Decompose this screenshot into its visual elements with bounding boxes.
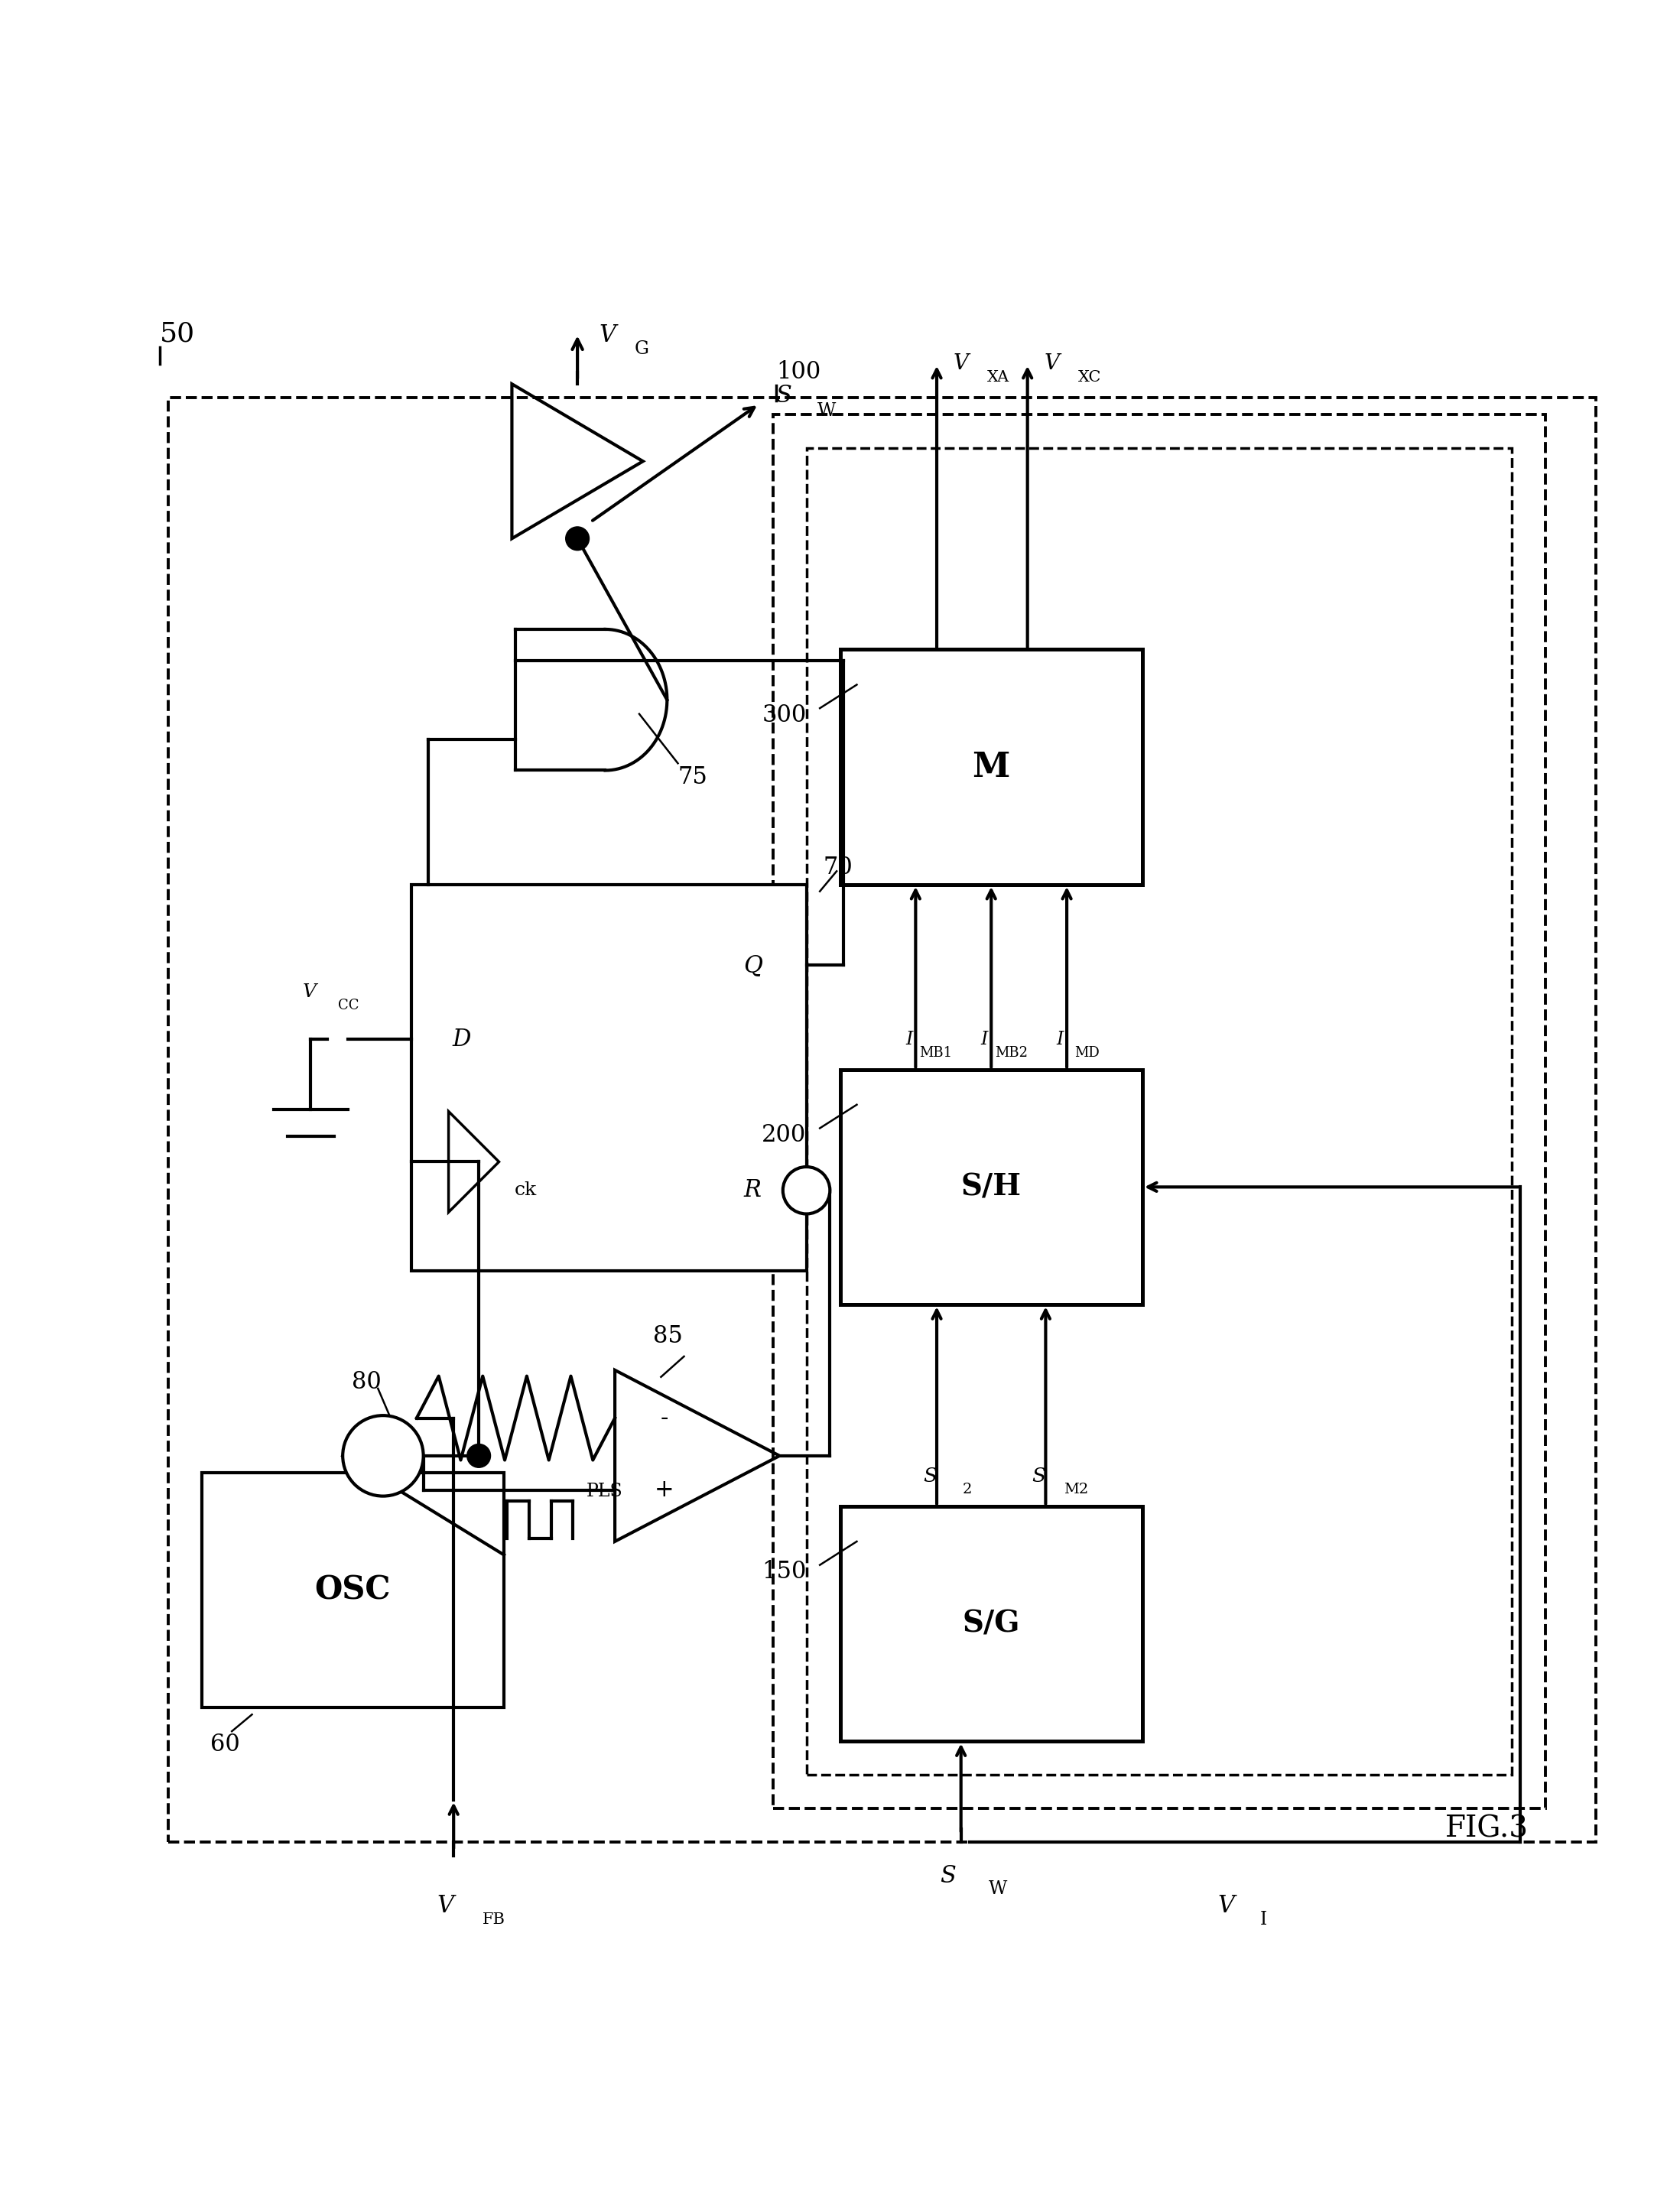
Text: -: - [660,1405,669,1429]
Text: 85: 85 [654,1324,682,1348]
Text: W: W [818,401,837,419]
Text: M2: M2 [1063,1482,1089,1496]
Text: S/G: S/G [963,1608,1020,1639]
Bar [806,448,1512,1776]
Text: M: M [973,750,1010,783]
Text: XA: XA [988,371,1010,384]
Text: G: G [635,340,648,357]
Text: 300: 300 [761,704,806,728]
Circle shape [343,1416,423,1496]
Text: W: W [988,1880,1008,1897]
Bar [840,1070,1142,1304]
Text: S: S [922,1467,937,1485]
Text: MD: MD [1075,1046,1099,1059]
Text: 80: 80 [351,1370,381,1394]
Text: S: S [939,1864,956,1888]
Text: 75: 75 [679,765,707,790]
Text: V: V [1045,353,1060,375]
Text: 50: 50 [160,322,195,346]
Text: FIG.3: FIG.3 [1445,1816,1529,1842]
Circle shape [783,1167,830,1213]
Text: MB2: MB2 [995,1046,1028,1059]
Text: FB: FB [482,1913,506,1926]
Text: S/H: S/H [961,1171,1021,1202]
Text: V: V [437,1895,454,1917]
Text: S: S [1032,1467,1047,1485]
Text: ck: ck [514,1182,538,1200]
Text: Q: Q [743,953,763,977]
Text: MB1: MB1 [919,1046,953,1059]
Text: I: I [1057,1030,1063,1048]
Bar [840,649,1142,885]
Text: CC: CC [338,999,360,1013]
Text: V: V [302,984,316,1002]
Text: V: V [954,353,969,375]
Bar [168,397,1596,1842]
Text: 60: 60 [210,1734,240,1756]
Circle shape [566,527,590,549]
Text: I: I [1260,1910,1267,1928]
Circle shape [467,1445,491,1467]
Text: V: V [600,324,617,346]
Bar [773,415,1546,1809]
Bar [202,1474,504,1707]
Text: I: I [981,1030,988,1048]
Text: PLS: PLS [586,1482,623,1500]
Text: D: D [452,1028,472,1050]
Bar [840,1507,1142,1741]
Text: XC: XC [1079,371,1100,384]
Text: OSC: OSC [314,1575,391,1606]
Text: 150: 150 [761,1560,806,1584]
Bar [412,885,806,1271]
Text: S: S [776,384,791,408]
Text: R: R [744,1178,761,1202]
Text: 70: 70 [823,856,853,880]
Text: 2: 2 [963,1482,971,1496]
Text: +: + [655,1478,674,1502]
Text: V: V [1218,1895,1235,1917]
Text: 200: 200 [761,1123,806,1147]
Text: 100: 100 [776,360,822,384]
Text: I: I [906,1030,912,1048]
